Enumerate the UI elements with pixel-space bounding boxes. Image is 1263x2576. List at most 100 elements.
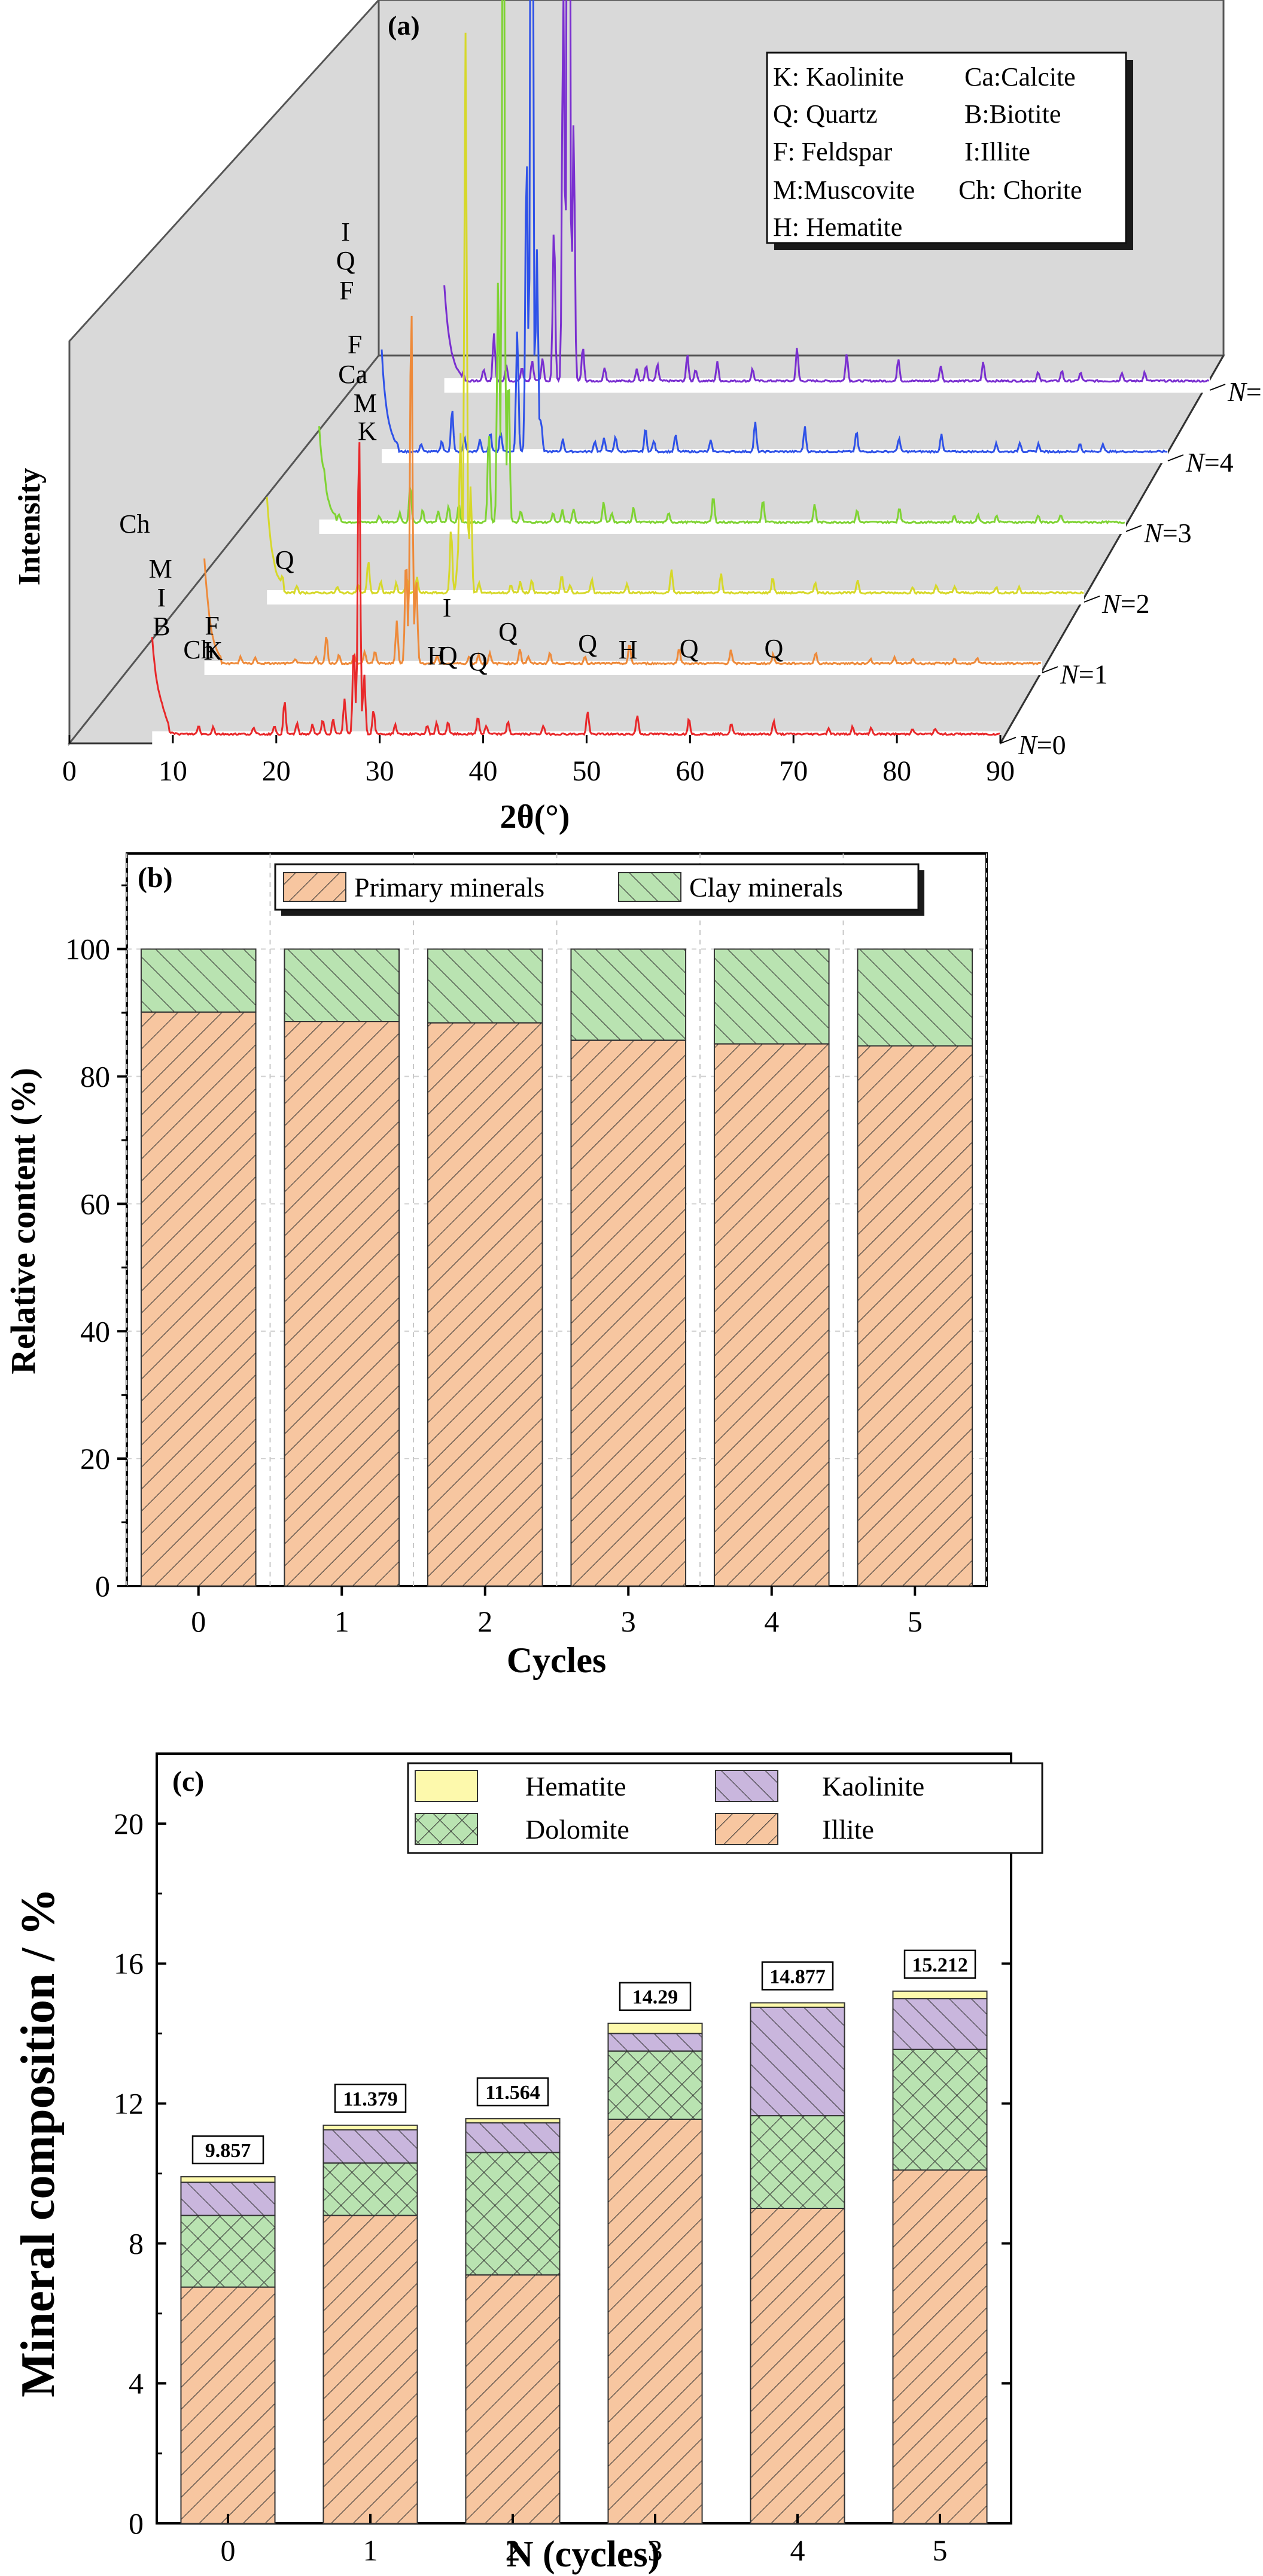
bar-hatch bbox=[714, 949, 829, 1044]
trace-label-N5: N=5 bbox=[1227, 376, 1263, 407]
bar-hatch bbox=[181, 2182, 275, 2216]
y-tick-label: 0 bbox=[95, 1569, 110, 1603]
bar-hematite-2 bbox=[465, 2118, 561, 2124]
peak-label: Q bbox=[439, 641, 458, 670]
bar-hematite-5 bbox=[892, 1990, 988, 2000]
peak-label: Ch bbox=[183, 635, 214, 664]
total-label-box bbox=[191, 2135, 264, 2165]
mineral-legend: K: Kaolinite Ca:Calcite Q: Quartz B:Biot… bbox=[766, 51, 1133, 250]
legend-b: Primary minerals Clay minerals bbox=[274, 863, 924, 916]
legend-m: M:Muscovite bbox=[773, 175, 915, 205]
legend-i: I:Illite bbox=[964, 137, 1030, 166]
legend-f: F: Feldspar bbox=[773, 137, 893, 166]
x-tick-label: 3 bbox=[648, 2534, 663, 2567]
legend-ca: Ca:Calcite bbox=[964, 62, 1076, 92]
bar-hatch bbox=[284, 1021, 400, 1586]
trace-label-N2: N=2 bbox=[1101, 588, 1150, 619]
bar-hatch bbox=[181, 2287, 275, 2523]
trace-label-tick bbox=[1000, 737, 1017, 744]
bar-hematite-3 bbox=[607, 2022, 703, 2034]
xrd-x-tick-label: 0 bbox=[62, 755, 77, 787]
legend-h: H: Hematite bbox=[773, 212, 902, 242]
bar-hatch bbox=[893, 2049, 987, 2170]
bar-hatch bbox=[284, 949, 400, 1022]
panel-b-label: (b) bbox=[138, 862, 173, 894]
peak-label: Q bbox=[578, 629, 597, 658]
peak-label: M bbox=[354, 388, 377, 418]
x-tick-label: 1 bbox=[334, 1605, 349, 1638]
bar-hatch bbox=[465, 2274, 560, 2523]
x-tick-label: 4 bbox=[764, 1605, 779, 1638]
legend-q: Q: Quartz bbox=[773, 99, 878, 129]
bar-hatch bbox=[427, 1023, 543, 1586]
bar-hatch bbox=[750, 2116, 845, 2209]
peak-label: Ca bbox=[338, 360, 367, 389]
total-label-1: 11.379 bbox=[343, 2088, 398, 2110]
xrd-trace-N4 bbox=[381, 0, 1168, 454]
x-tick-label: 2 bbox=[506, 2534, 521, 2567]
bar-hatch bbox=[181, 2215, 275, 2288]
trace-label-N1: N=1 bbox=[1060, 659, 1108, 689]
bar-hematite-0 bbox=[180, 2176, 276, 2183]
legend-b: B:Biotite bbox=[964, 99, 1061, 129]
legend-ch: Ch: Chorite bbox=[958, 175, 1082, 205]
xrd-x-label: 2θ(°) bbox=[500, 798, 570, 836]
bar-hatch bbox=[893, 1998, 987, 2049]
total-label-box bbox=[761, 1961, 834, 1991]
total-label-box bbox=[476, 2077, 549, 2107]
bar-hatch bbox=[323, 2215, 418, 2523]
bar-hatch bbox=[893, 2170, 987, 2523]
xrd-x-tick-label: 20 bbox=[262, 755, 291, 787]
bar-hatch bbox=[714, 1044, 829, 1586]
bar-hatch bbox=[750, 2007, 845, 2116]
trace-label-tick bbox=[1084, 596, 1100, 603]
y-tick-label: 40 bbox=[80, 1314, 110, 1348]
peak-label: I bbox=[443, 593, 452, 622]
legend-label-dolomite: Dolomite bbox=[525, 1814, 629, 1845]
y-tick-label: 60 bbox=[80, 1187, 110, 1220]
bar-hatch bbox=[427, 949, 543, 1023]
xrd-x-tick-label: 60 bbox=[675, 755, 704, 787]
xrd-y-label: Intensity bbox=[13, 468, 47, 585]
y-tick-label: 4 bbox=[129, 2367, 144, 2400]
legend-label-hematite: Hematite bbox=[525, 1771, 626, 1802]
trace-label-tick bbox=[1125, 525, 1142, 532]
peak-label: Q bbox=[468, 647, 488, 676]
xrd-x-tick-label: 30 bbox=[366, 755, 394, 787]
legend-label-primary: Primary minerals bbox=[354, 872, 544, 903]
bar-hematite-4 bbox=[750, 2002, 845, 2008]
total-label-3: 14.29 bbox=[632, 1986, 678, 2009]
axis-x-label-c: N (cycles) bbox=[507, 2534, 660, 2575]
total-label-box bbox=[619, 1982, 692, 2011]
peak-label: F bbox=[205, 611, 219, 640]
peak-label: Q bbox=[498, 617, 518, 646]
relative-content-chart: 0 20 40 60 80 100 0 1 2 3 4 5 (b) Primary minerals … bbox=[4, 852, 988, 1680]
peak-label: Q bbox=[680, 634, 699, 663]
bar-hatch bbox=[141, 949, 256, 1013]
y-tick-label: 0 bbox=[129, 2507, 144, 2540]
x-tick-label: 2 bbox=[477, 1605, 492, 1638]
legend-label-clay: Clay minerals bbox=[689, 872, 843, 903]
peak-label: K bbox=[203, 636, 223, 666]
x-tick-label: 0 bbox=[221, 2534, 236, 2567]
xrd-x-tick-label: 10 bbox=[159, 755, 187, 787]
peak-label: Q bbox=[275, 545, 294, 575]
peak-label: K bbox=[358, 417, 377, 446]
xrd-trace-N5 bbox=[443, 0, 1210, 383]
x-tick-label: 3 bbox=[621, 1605, 636, 1638]
y-tick-label: 80 bbox=[80, 1060, 110, 1093]
peak-label: F bbox=[339, 276, 354, 305]
xrd-trace-N3 bbox=[318, 0, 1125, 525]
xrd-3d-chart: N=5N=4N=3N=2N=1N=0 ChMIBChFKQIQFFCaMKIHQ… bbox=[13, 0, 1263, 836]
bar-hatch bbox=[465, 2122, 560, 2153]
total-label-5: 15.212 bbox=[912, 1954, 968, 1976]
bar-hatch bbox=[857, 949, 973, 1046]
trace-label-tick bbox=[1167, 454, 1184, 461]
axis-y-label-c: Mineral composition / % bbox=[12, 1888, 65, 2397]
total-label-box bbox=[334, 2083, 407, 2113]
y-tick-label: 8 bbox=[129, 2226, 144, 2260]
axis-y-label-b: Relative content (%) bbox=[4, 1068, 42, 1374]
peak-label: H bbox=[427, 641, 446, 670]
xrd-x-tick-label: 90 bbox=[986, 755, 1015, 787]
axis-x-label-b: Cycles bbox=[507, 1641, 607, 1680]
